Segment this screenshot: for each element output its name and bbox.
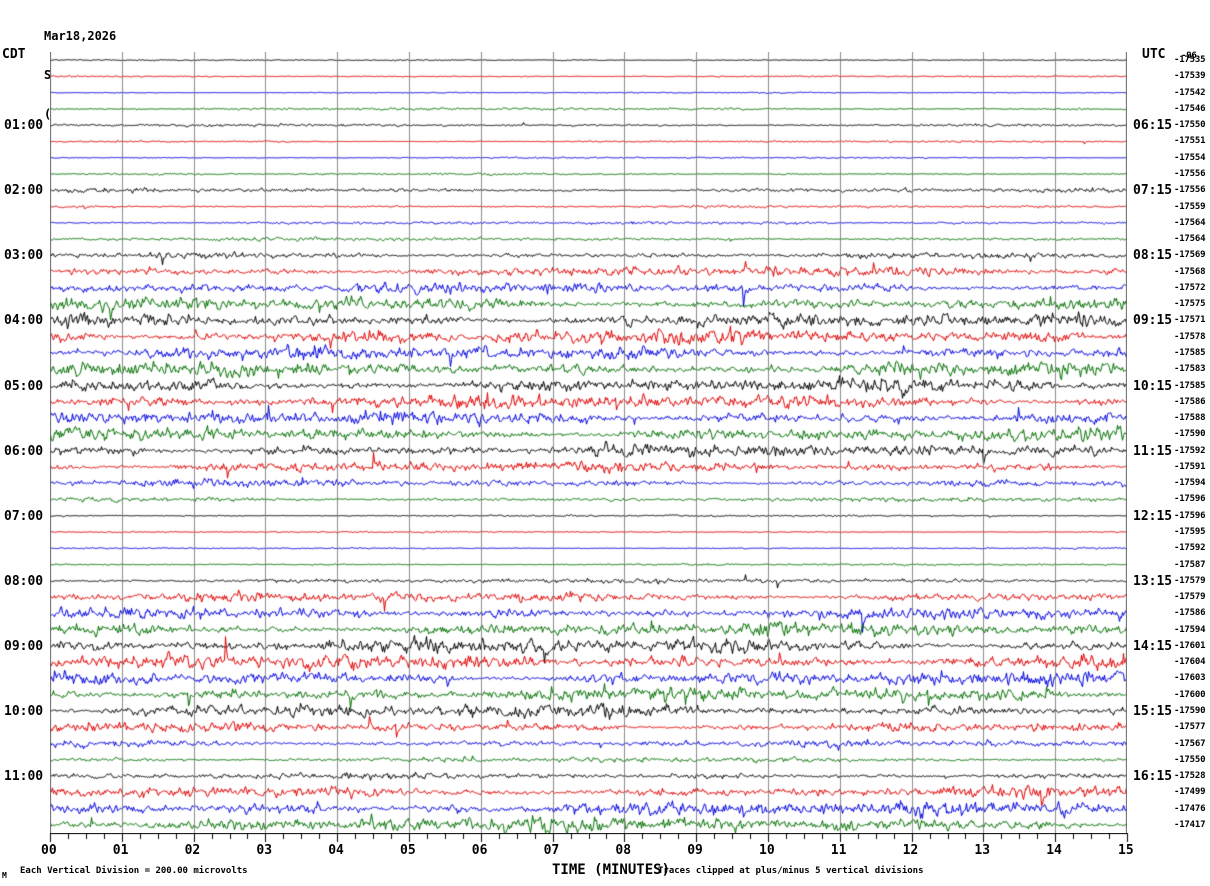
amplitude-value: -17569: [1174, 250, 1206, 261]
left-time-label: 06:00: [4, 443, 44, 459]
amplitude-value: -17564: [1174, 234, 1206, 245]
right-time-label: 12:15: [1133, 508, 1173, 524]
amplitude-value: -17585: [1174, 348, 1206, 358]
amplitude-value: -17590: [1174, 705, 1206, 716]
amplitude-value: -17583: [1174, 364, 1206, 375]
amplitude-value: -17575: [1174, 299, 1206, 310]
amplitude-value: -17539: [1174, 71, 1206, 82]
amplitude-value: -17595: [1174, 526, 1206, 537]
amplitude-value: -17567: [1174, 738, 1206, 749]
left-axis-label-cdt: CDT: [2, 47, 26, 62]
corner-mark: M: [2, 871, 7, 880]
amplitude-value: -17578: [1174, 331, 1206, 342]
x-axis-ticks: [0, 833, 1210, 851]
amplitude-value: -17577: [1174, 722, 1206, 733]
amplitude-value: -17603: [1174, 673, 1206, 684]
amplitude-value: -17499: [1174, 787, 1206, 798]
left-time-label: 09:00: [4, 638, 44, 654]
amplitude-value: -17592: [1174, 543, 1206, 554]
left-time-label: 04:00: [4, 313, 44, 329]
right-time-label: 09:15: [1133, 313, 1173, 329]
amplitude-value: -17587: [1174, 559, 1206, 570]
amplitude-value: -17417: [1174, 819, 1206, 830]
right-time-label: 15:15: [1133, 703, 1173, 719]
left-time-label: 03:00: [4, 248, 44, 264]
amplitude-value: -17591: [1174, 461, 1206, 472]
header-date: Mar18,2026: [44, 29, 117, 43]
seismogram-canvas[interactable]: [50, 52, 1127, 833]
amplitude-value: -17550: [1174, 754, 1206, 765]
right-axis-label-utc: UTC: [1142, 47, 1166, 62]
right-time-label: 08:15: [1133, 248, 1173, 264]
scale-note: Each Vertical Division = 200.00 microvol…: [20, 866, 248, 876]
amplitude-value: -17556: [1174, 169, 1206, 180]
amplitude-value: -17542: [1174, 87, 1206, 98]
amplitude-value: -17564: [1174, 217, 1206, 228]
left-time-label: 11:00: [4, 769, 44, 785]
amplitude-value: -17594: [1174, 478, 1206, 489]
amplitude-value: -17550: [1174, 120, 1206, 131]
left-time-label: 08:00: [4, 573, 44, 589]
right-time-label: 06:15: [1133, 118, 1173, 134]
right-time-label: 16:15: [1133, 769, 1173, 785]
left-time-label: 07:00: [4, 508, 44, 524]
amplitude-value: -17585: [1174, 380, 1206, 391]
amplitude-value: -17551: [1174, 136, 1206, 147]
amplitude-value: -17590: [1174, 429, 1206, 440]
right-time-label: 14:15: [1133, 638, 1173, 654]
right-time-label: 11:15: [1133, 443, 1173, 459]
amplitude-value: -17586: [1174, 396, 1206, 407]
amplitude-value: -17579: [1174, 592, 1206, 603]
amplitude-value: -17594: [1174, 624, 1206, 635]
amplitude-value: -17568: [1174, 266, 1206, 277]
amplitude-value: -17559: [1174, 201, 1206, 212]
amplitude-value: -17554: [1174, 152, 1206, 163]
amplitude-overlap-artifact: -96: [1181, 51, 1197, 62]
amplitude-value: -17476: [1174, 803, 1206, 814]
amplitude-value: -17601: [1174, 640, 1206, 651]
right-time-label: 13:15: [1133, 573, 1173, 589]
amplitude-value: -17600: [1174, 689, 1206, 700]
amplitude-value: -17596: [1174, 494, 1206, 505]
amplitude-value: -17592: [1174, 445, 1206, 456]
clip-note: Traces clipped at plus/minus 5 vertical …: [658, 866, 924, 876]
amplitude-value: -17528: [1174, 771, 1206, 782]
x-axis-title: TIME (MINUTES): [552, 862, 671, 878]
amplitude-value: -17546: [1174, 103, 1206, 114]
left-time-label: 01:00: [4, 118, 44, 134]
right-time-label: 07:15: [1133, 183, 1173, 199]
amplitude-value: -17586: [1174, 608, 1206, 619]
amplitude-value: -17579: [1174, 575, 1206, 586]
seismogram-plot-area[interactable]: [50, 52, 1127, 833]
right-time-label: 10:15: [1133, 378, 1173, 394]
amplitude-value: -17571: [1174, 315, 1206, 326]
left-time-label: 10:00: [4, 703, 44, 719]
amplitude-value: -17535: [1174, 55, 1206, 66]
amplitude-value: -17588: [1174, 413, 1206, 424]
amplitude-value: -17596: [1174, 510, 1206, 521]
amplitude-value: -17604: [1174, 657, 1206, 668]
left-time-label: 02:00: [4, 183, 44, 199]
amplitude-value: -17556: [1174, 185, 1206, 196]
amplitude-value: -17572: [1174, 282, 1206, 293]
left-time-label: 05:00: [4, 378, 44, 394]
